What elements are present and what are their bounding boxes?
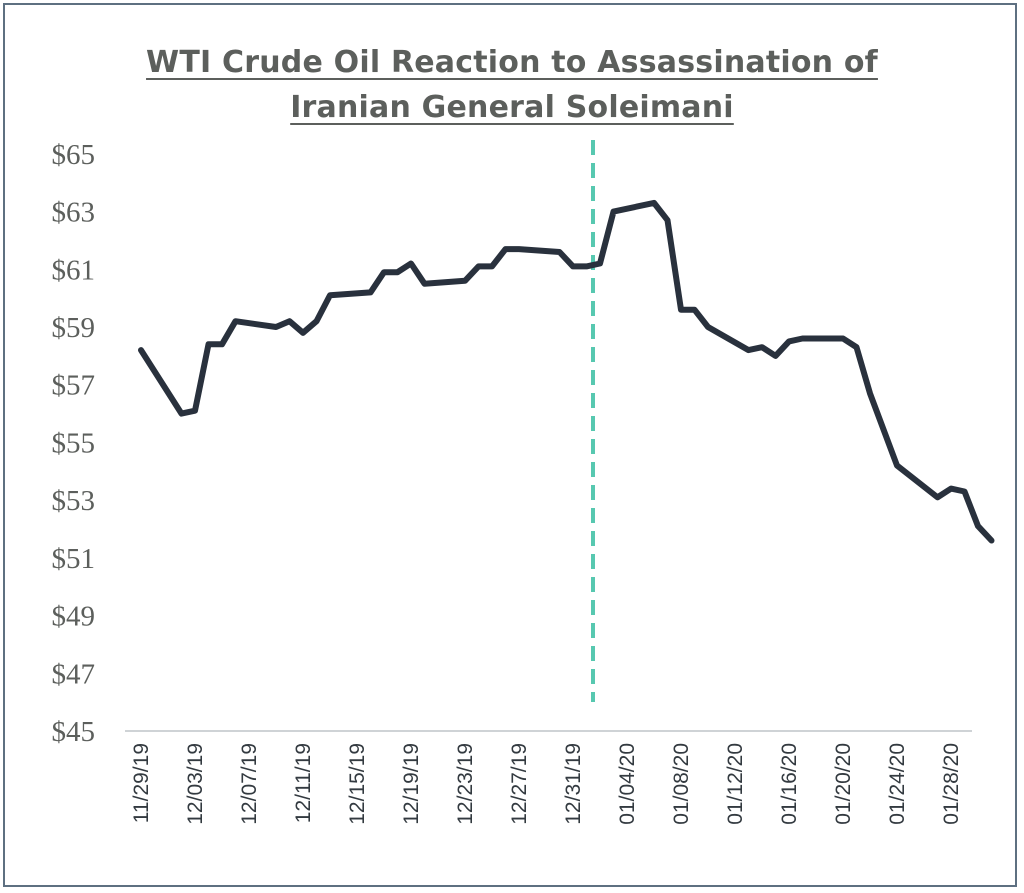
y-tick-label: $51 — [52, 543, 96, 575]
x-tick-label: 01/24/20 — [886, 743, 909, 825]
chart-frame — [3, 3, 1017, 887]
x-tick-label: 12/11/19 — [292, 743, 315, 823]
y-tick-label: $47 — [52, 658, 96, 690]
chart-title-line1: WTI Crude Oil Reaction to Assassination … — [146, 45, 878, 80]
y-tick-label: $49 — [52, 601, 96, 633]
y-tick-label: $57 — [52, 370, 96, 402]
x-tick-label: 12/19/19 — [400, 743, 423, 825]
x-tick-label: 11/29/19 — [130, 743, 153, 823]
y-tick-label: $53 — [52, 485, 96, 517]
y-tick-label: $65 — [52, 139, 96, 171]
y-tick-label: $61 — [52, 254, 96, 286]
x-tick-label: 01/20/20 — [832, 743, 855, 825]
x-tick-label: 01/08/20 — [670, 743, 693, 825]
chart-title: WTI Crude Oil Reaction to Assassination … — [0, 40, 1024, 130]
x-tick-label: 12/23/19 — [454, 743, 477, 825]
x-tick-label: 12/15/19 — [346, 743, 369, 825]
x-tick-label: 01/16/20 — [778, 743, 801, 825]
x-tick-label: 12/27/19 — [508, 743, 531, 825]
price-series-line — [138, 199, 995, 544]
y-tick-label: $59 — [52, 312, 96, 344]
x-tick-label: 01/12/20 — [724, 743, 747, 825]
y-tick-label: $55 — [52, 427, 96, 459]
y-tick-label: $63 — [52, 197, 96, 229]
y-tick-label: $45 — [52, 716, 96, 748]
chart-title-line2: Iranian General Soleimani — [290, 90, 734, 125]
x-tick-label: 12/03/19 — [184, 743, 207, 825]
x-tick-label: 12/07/19 — [238, 743, 261, 825]
x-tick-label: 01/04/20 — [616, 743, 639, 825]
x-tick-label: 12/31/19 — [562, 743, 585, 825]
x-tick-label: 01/28/20 — [940, 743, 963, 825]
